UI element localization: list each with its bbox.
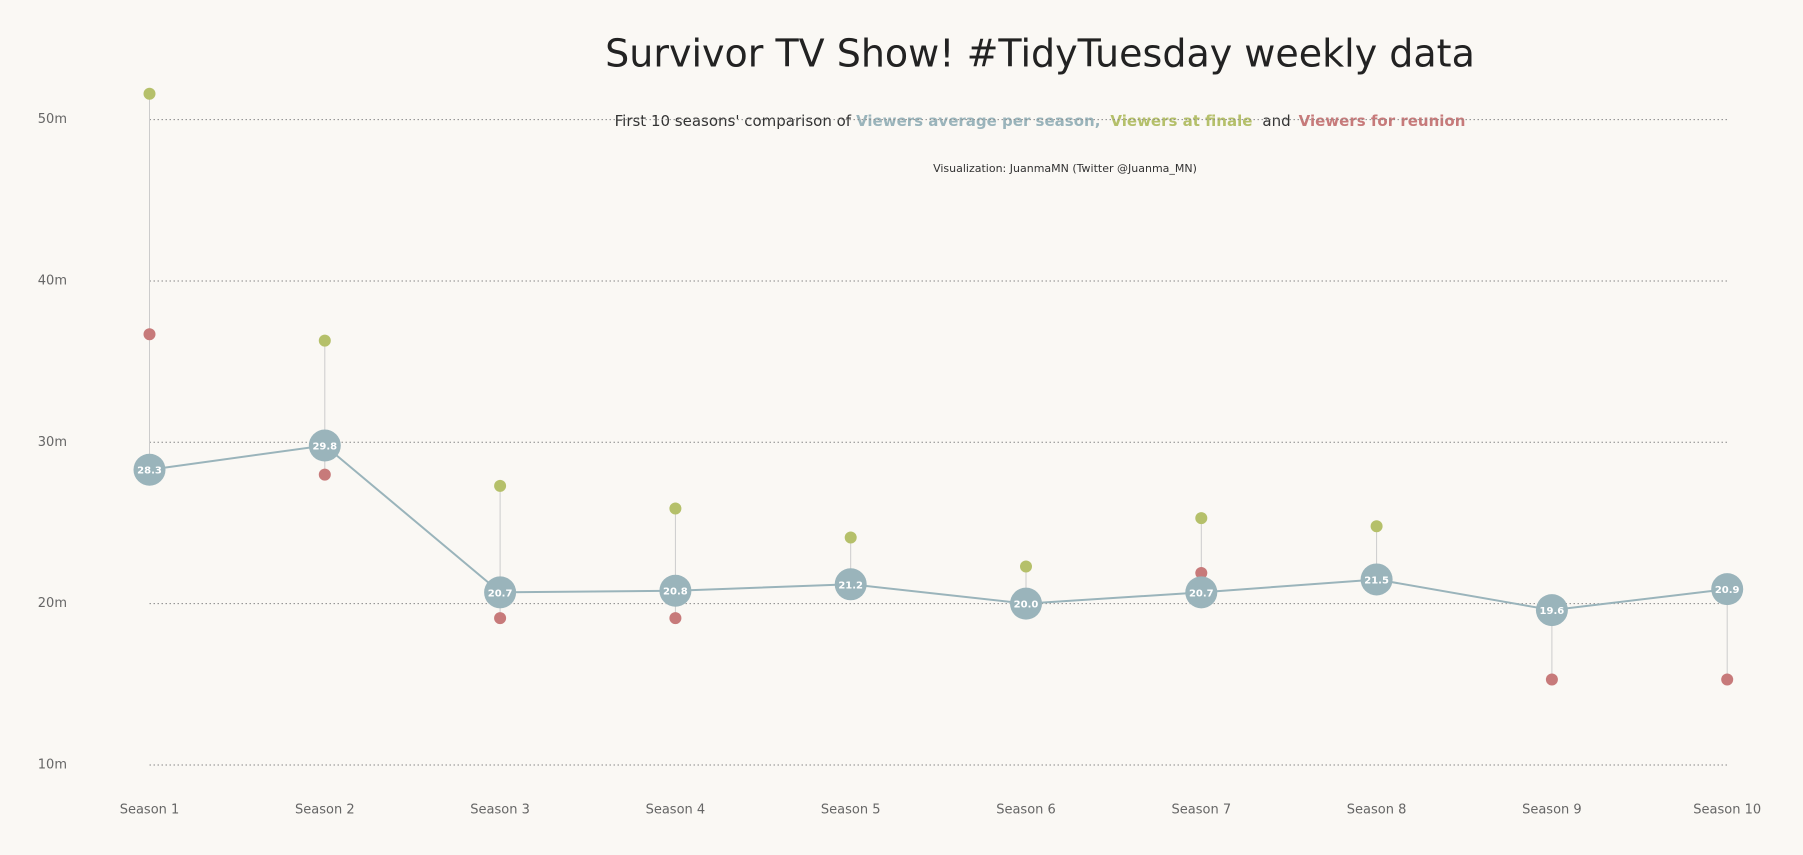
y-tick-label: 50m	[38, 112, 67, 127]
y-tick-label: 20m	[38, 596, 67, 611]
subtitle-separator: ,	[1095, 112, 1101, 130]
x-tick-label: Season 5	[821, 803, 881, 818]
average-line	[149, 444, 1728, 612]
data-label: 21.2	[838, 580, 863, 591]
data-label: 20.7	[1189, 588, 1214, 599]
bubble	[659, 574, 692, 607]
legend-entry: Viewers average per season	[856, 112, 1095, 130]
data-label: 29.8	[312, 442, 337, 453]
data-label: 21.5	[1364, 575, 1389, 586]
bubble	[133, 453, 166, 486]
x-tick-label: Season 8	[1347, 803, 1407, 818]
data-label: 28.3	[137, 466, 162, 477]
dot	[1195, 512, 1208, 525]
subtitle-text: First 10 seasons' comparison of	[615, 112, 852, 130]
legend-entry: Viewers for reunion	[1299, 112, 1466, 130]
x-tick-label: Season 4	[646, 803, 706, 818]
dot	[143, 328, 156, 341]
dot	[1370, 520, 1383, 533]
bubble	[1535, 594, 1568, 627]
legend-entry: Viewers at finale	[1110, 112, 1252, 130]
data-label: 20.8	[663, 587, 688, 598]
dot	[1195, 566, 1208, 579]
x-tick-label: Season 1	[120, 803, 180, 818]
dot	[494, 479, 507, 492]
data-label: 20.7	[488, 588, 513, 599]
dot	[318, 468, 331, 481]
subtitle-conjunction: and	[1262, 112, 1290, 130]
y-tick-label: 10m	[38, 758, 67, 773]
dot	[669, 612, 682, 625]
data-label: 19.6	[1540, 606, 1565, 617]
dot	[669, 502, 682, 515]
dot	[1020, 560, 1032, 573]
x-tick-label: Season 2	[295, 803, 355, 818]
dot	[318, 334, 331, 347]
dot	[1721, 673, 1734, 686]
y-tick-label: 40m	[38, 273, 67, 288]
bubble	[1711, 573, 1744, 606]
bubble	[1010, 587, 1042, 620]
dot	[494, 612, 507, 625]
bubble	[308, 429, 341, 462]
x-tick-label: Season 10	[1693, 803, 1761, 818]
bubble	[1185, 576, 1218, 609]
chart-title: Survivor TV Show! #TidyTuesday weekly da…	[605, 32, 1475, 76]
y-tick-label: 30m	[38, 435, 67, 450]
x-tick-label: Season 7	[1172, 803, 1232, 818]
dot	[143, 87, 156, 100]
data-label: 20.9	[1715, 585, 1740, 596]
bubble	[1360, 563, 1393, 596]
bubble	[834, 568, 867, 601]
dot	[1545, 673, 1558, 686]
x-tick-label: Season 9	[1522, 803, 1582, 818]
credit: Visualization: JuanmaMN (Twitter @Juanma…	[933, 162, 1197, 175]
data-label: 20.0	[1014, 600, 1039, 611]
subtitle: First 10 seasons' comparison of Viewers a…	[615, 112, 1466, 130]
bubble	[484, 576, 517, 609]
x-tick-label: Season 3	[470, 803, 530, 818]
x-tick-label: Season 6	[996, 803, 1056, 818]
dot	[844, 531, 857, 544]
